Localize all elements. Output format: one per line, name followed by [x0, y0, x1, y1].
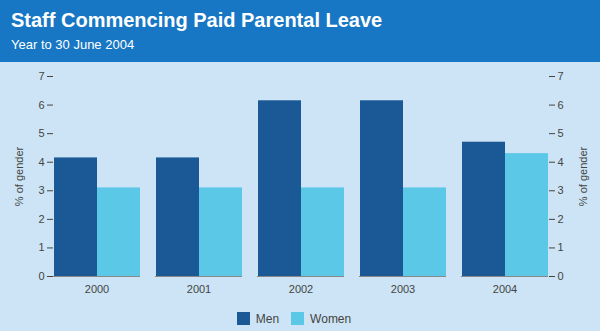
svg-text:2003: 2003	[391, 283, 415, 295]
svg-text:6: 6	[558, 99, 564, 111]
html-text:Staff Commencing Paid Parental: Staff Commencing Paid Parental Leave	[11, 9, 383, 31]
svg-text:4: 4	[38, 156, 44, 168]
svg-text:2001: 2001	[187, 283, 211, 295]
svg-text:4: 4	[558, 156, 564, 168]
svg-text:0: 0	[558, 270, 564, 282]
svg-text:6: 6	[38, 99, 44, 111]
html-text:Men: Men	[255, 311, 280, 326]
svg-text:0: 0	[38, 270, 44, 282]
svg-text:5: 5	[38, 127, 44, 139]
html-text:Year to 30 June 2004: Year to 30 June 2004	[11, 37, 135, 52]
svg-text:2002: 2002	[289, 283, 313, 295]
svg-text:2000: 2000	[85, 283, 109, 295]
html-text:Women: Women	[310, 311, 352, 326]
svg-text:2: 2	[558, 213, 564, 225]
svg-text:3: 3	[558, 184, 564, 196]
svg-text:2: 2	[38, 213, 44, 225]
svg-text:5: 5	[558, 127, 564, 139]
svg-text:7: 7	[558, 70, 564, 82]
svg-text:1: 1	[38, 241, 44, 253]
svg-text:% of gender: % of gender	[577, 147, 589, 207]
svg-text:1: 1	[558, 241, 564, 253]
svg-text:2004: 2004	[493, 283, 517, 295]
svg-text:7: 7	[38, 70, 44, 82]
svg-text:% of gender: % of gender	[13, 147, 25, 207]
svg-text:3: 3	[38, 184, 44, 196]
